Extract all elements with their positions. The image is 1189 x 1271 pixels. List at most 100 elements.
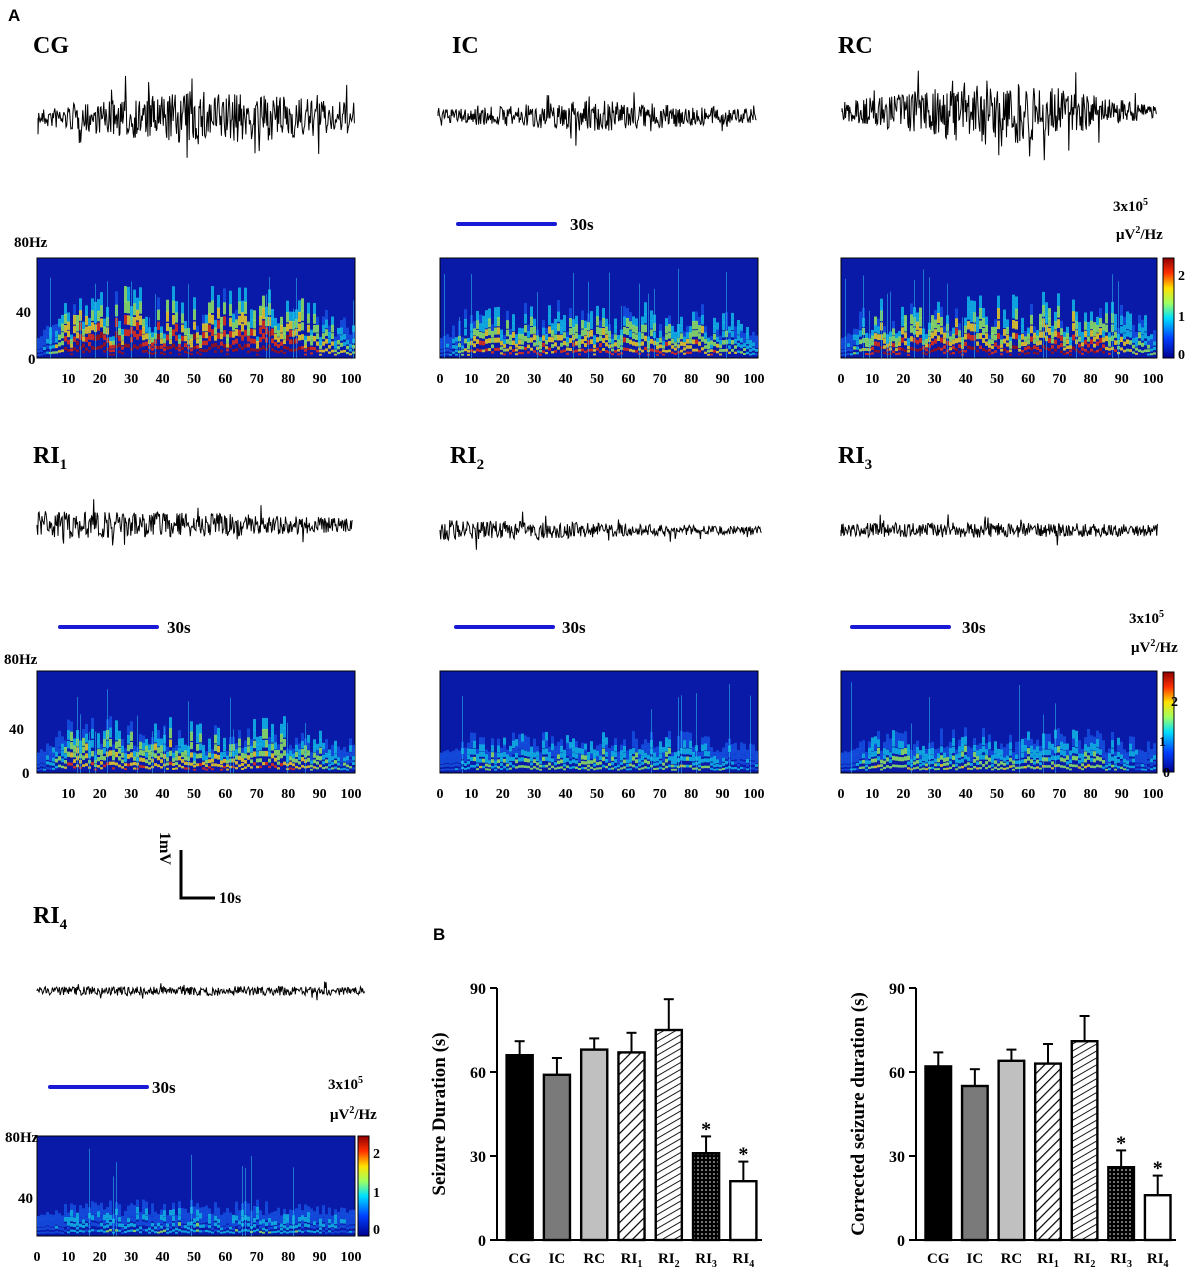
category-label: RC <box>583 1251 605 1267</box>
time-tick-label: 80 <box>1084 787 1098 802</box>
time-tick-label: 100 <box>341 1250 362 1265</box>
colorbar-title-line1: 3x105 <box>1129 609 1164 627</box>
time-tick-label: 90 <box>313 787 327 802</box>
time-tick-label: 10 <box>865 372 879 387</box>
spectrogram-rc: 0 10 20 30 40 50 60 70 80 90 100 <box>838 257 1164 387</box>
time-tick-label: 90 <box>716 372 730 387</box>
category-label: RI1 <box>1037 1251 1059 1270</box>
time-tick-label: 90 <box>313 1250 327 1265</box>
time-tick-label: 20 <box>896 787 910 802</box>
time-tick-label: 100 <box>744 372 765 387</box>
bar <box>542 1073 572 1242</box>
group-title-ri1: RI1 <box>33 443 67 473</box>
group-title-ri4: RI4 <box>33 903 68 933</box>
group-title-ri2: RI2 <box>450 443 484 473</box>
time-tick-label: 10 <box>61 1250 75 1265</box>
time-tick-label: 20 <box>496 787 510 802</box>
time-tick-label: 80 <box>281 372 295 387</box>
time-tick-label: 70 <box>1052 372 1066 387</box>
category-label: RI1 <box>621 1251 643 1270</box>
time-tick-label: 30 <box>124 372 138 387</box>
time-tick-label: 30 <box>928 787 942 802</box>
eeg-trace-ri3 <box>840 514 1158 546</box>
colorbar-ri3: 3x105 μV2/Hz 2 1 0 <box>1129 609 1178 781</box>
colorbar-title-line2: μV2/Hz <box>1131 638 1178 656</box>
bar <box>960 1084 989 1242</box>
scale-bar-horizontal-label: 10s <box>219 890 241 907</box>
time-bar-ri3-label: 30s <box>962 618 986 637</box>
time-tick-label: 50 <box>590 372 604 387</box>
time-tick-label: 50 <box>590 787 604 802</box>
time-tick-label: 70 <box>250 1250 264 1265</box>
significance-star: * <box>701 1118 711 1140</box>
time-tick-label: 60 <box>218 1250 232 1265</box>
eeg-trace-ri2 <box>439 511 762 550</box>
panel-b-label: B <box>433 925 445 944</box>
time-tick-label: 0 <box>838 372 845 387</box>
time-tick-label: 90 <box>313 372 327 387</box>
colorbar-tick: 0 <box>1178 348 1185 363</box>
category-label: CG <box>508 1251 531 1267</box>
time-tick-label: 30 <box>527 787 541 802</box>
bar <box>579 1048 609 1242</box>
time-tick-label: 30 <box>124 1250 138 1265</box>
freq-label-80-row2: 80Hz <box>4 652 38 668</box>
colorbar-ri4: 3x105 μV2/Hz 2 1 0 <box>328 1075 380 1238</box>
significance-star: * <box>1153 1158 1163 1180</box>
time-tick-label: 100 <box>341 372 362 387</box>
time-tick-label: 70 <box>250 787 264 802</box>
group-title-ic: IC <box>452 33 479 59</box>
time-tick-label: 80 <box>281 787 295 802</box>
significance-star: * <box>738 1144 748 1166</box>
time-bar-ri2-label: 30s <box>562 618 586 637</box>
freq-label-40-row1: 40 <box>16 305 31 321</box>
time-tick-label: 90 <box>1115 372 1129 387</box>
time-tick-label: 80 <box>281 1250 295 1265</box>
bar <box>1033 1062 1062 1242</box>
colorbar-title-line2: μV2/Hz <box>1116 225 1163 243</box>
group-title-ri3: RI3 <box>838 443 872 473</box>
scale-bar-vertical-label: 1mV <box>156 832 173 865</box>
colorbar-tick: 1 <box>1178 310 1185 325</box>
time-tick-label: 100 <box>1143 787 1164 802</box>
time-tick-label: 100 <box>341 787 362 802</box>
y-tick-label: 0 <box>478 1233 486 1250</box>
eeg-trace-cg <box>37 75 355 158</box>
category-label: IC <box>549 1251 566 1267</box>
spectrogram-ri1: 10 20 30 40 50 60 70 80 90 100 <box>36 670 362 802</box>
category-label: RI4 <box>1147 1251 1169 1270</box>
freq-label-0-row2: 0 <box>22 766 30 782</box>
time-tick-label: 10 <box>61 372 75 387</box>
category-label: RI2 <box>1074 1251 1096 1270</box>
colorbar-tick: 2 <box>1171 695 1178 710</box>
time-tick-label: 40 <box>559 787 573 802</box>
colorbar-tick: 1 <box>1159 735 1166 750</box>
time-tick-label: 100 <box>1143 372 1164 387</box>
time-bar-ri4-label: 30s <box>152 1078 176 1097</box>
colorbar-tick: 2 <box>373 1147 380 1162</box>
colorbar-tick: 1 <box>373 1186 380 1201</box>
time-tick-label: 70 <box>250 372 264 387</box>
freq-label-80-row1: 80Hz <box>14 235 48 251</box>
category-label: RC <box>1001 1251 1023 1267</box>
time-tick-label: 40 <box>156 372 170 387</box>
colorbar-tick: 2 <box>1178 269 1185 284</box>
time-tick-label: 60 <box>1021 372 1035 387</box>
category-label: IC <box>967 1251 984 1267</box>
time-tick-label: 10 <box>865 787 879 802</box>
bar <box>505 1053 534 1242</box>
bar <box>654 1028 684 1242</box>
panel-a-label: A <box>8 6 20 25</box>
time-tick-label: 60 <box>1021 787 1035 802</box>
freq-label-80-row3: 80Hz <box>5 1130 39 1146</box>
time-tick-label: 20 <box>93 1250 107 1265</box>
time-tick-label: 20 <box>496 372 510 387</box>
scale-bar: 1mV 10s <box>156 832 241 907</box>
colorbar-tick: 0 <box>373 1223 380 1238</box>
y-tick-label: 60 <box>889 1065 905 1082</box>
y-tick-label: 30 <box>470 1149 486 1166</box>
time-tick-label: 60 <box>218 372 232 387</box>
bar-chart-corrected-seizure-duration: 0 30 60 90 Corrected seizure duration (s) CG I… <box>848 981 1176 1270</box>
time-tick-label: 10 <box>464 372 478 387</box>
time-tick-label: 50 <box>990 787 1004 802</box>
